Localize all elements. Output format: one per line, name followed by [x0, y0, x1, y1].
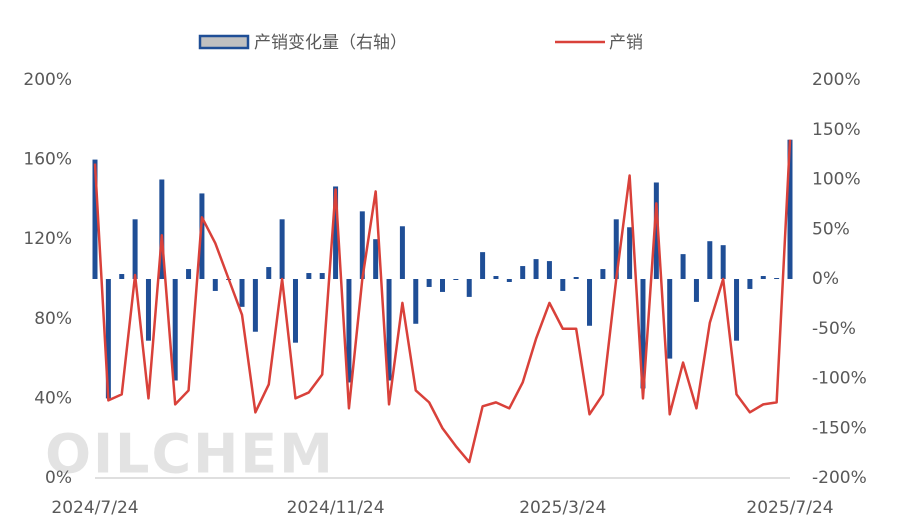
y-tick-label: 160% — [23, 150, 72, 170]
bar — [667, 279, 673, 359]
y2-tick-label: 50% — [812, 219, 850, 239]
bar — [212, 279, 218, 291]
bar — [533, 259, 539, 279]
x-tick-label: 2024/7/24 — [51, 498, 138, 518]
bar — [787, 139, 793, 279]
bar — [199, 193, 205, 279]
watermark: OILCHEM — [45, 423, 335, 486]
bar — [252, 279, 258, 332]
bar — [306, 273, 312, 279]
bar — [386, 279, 392, 381]
bar — [279, 219, 285, 279]
bar — [399, 226, 405, 279]
y2-tick-label: 200% — [812, 70, 861, 90]
bar — [546, 261, 552, 279]
bar — [426, 279, 432, 287]
bar — [186, 269, 192, 279]
bar — [627, 227, 633, 279]
bar — [693, 279, 699, 302]
bar — [640, 279, 646, 389]
bar — [319, 273, 325, 279]
bar — [359, 211, 365, 279]
bar — [172, 279, 178, 381]
bar — [413, 279, 419, 324]
x-tick-label: 2025/7/24 — [746, 498, 833, 518]
bar — [506, 279, 512, 282]
bar — [266, 267, 272, 279]
bar — [132, 219, 138, 279]
bar — [720, 245, 726, 279]
bar — [734, 279, 740, 341]
bar — [333, 186, 339, 279]
bar — [453, 279, 459, 280]
line — [93, 139, 792, 464]
bar — [613, 219, 619, 279]
bar — [145, 279, 151, 341]
bar — [600, 269, 606, 279]
y-tick-label: 200% — [23, 70, 72, 90]
legend-label: 产销变化量（右轴） — [254, 33, 407, 53]
y2-tick-label: 150% — [812, 120, 861, 140]
bar — [587, 279, 593, 326]
bar — [680, 254, 686, 279]
bar — [493, 276, 499, 279]
bar — [760, 276, 766, 279]
x-tick-label: 2025/3/24 — [519, 498, 606, 518]
y2-tick-label: -50% — [812, 319, 856, 339]
bar — [373, 239, 379, 279]
bar — [466, 279, 472, 297]
legend-label: 产销 — [609, 33, 643, 53]
bar — [774, 278, 780, 280]
y2-tick-label: 0% — [812, 269, 839, 289]
y-tick-label: 80% — [34, 309, 72, 329]
bar — [480, 252, 486, 279]
y2-tick-label: -200% — [812, 468, 867, 488]
y2-tick-label: -150% — [812, 418, 867, 438]
y-tick-label: 0% — [45, 468, 72, 488]
bar — [159, 179, 165, 279]
x-tick-label: 2024/11/24 — [287, 498, 385, 518]
bar — [653, 182, 659, 279]
legend-swatch — [198, 34, 250, 50]
y2-tick-label: -100% — [812, 369, 867, 389]
bar — [292, 279, 298, 343]
bar — [573, 277, 579, 279]
bar — [105, 279, 111, 399]
bar — [520, 266, 526, 279]
y2-tick-label: 100% — [812, 170, 861, 190]
y-tick-label: 120% — [23, 229, 72, 249]
bar — [239, 279, 245, 307]
bar — [119, 274, 125, 279]
bar — [440, 279, 445, 292]
bar — [346, 279, 352, 383]
bar — [707, 241, 713, 279]
bar — [92, 159, 98, 279]
bar — [747, 279, 753, 289]
y-tick-label: 40% — [34, 388, 72, 408]
bar — [560, 279, 566, 291]
